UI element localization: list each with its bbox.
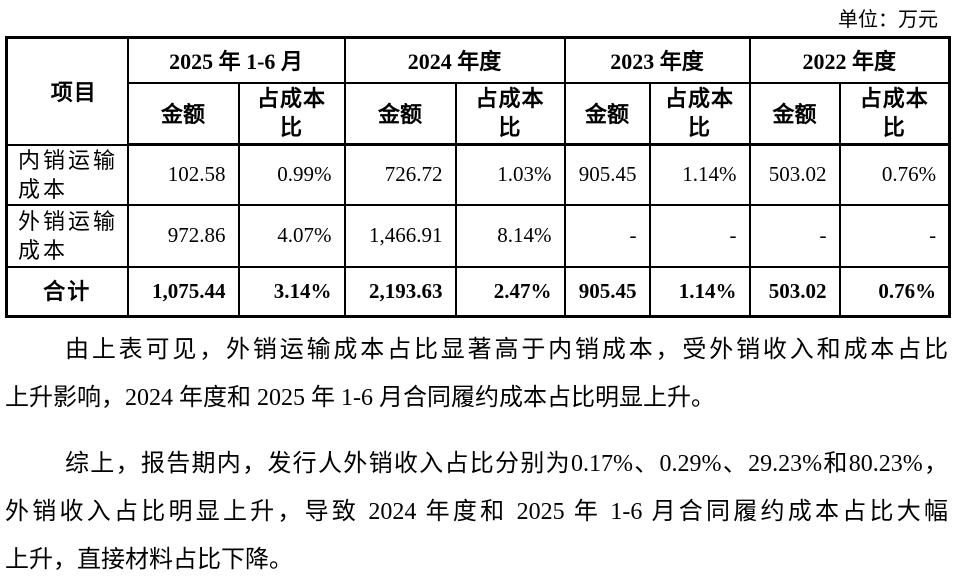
ratio-subheader-text: 占成本比 [859, 86, 929, 141]
ratio-subheader-2024: 占成本比 [454, 81, 566, 146]
paragraph-line: 由上表可见，外销运输成本占比显著高于内销成本，受外销收入和成本占比 [65, 337, 948, 363]
amount-cell: - [748, 203, 841, 268]
transport-cost-table: 项目 2025 年 1-6 月 2024 年度 2023 年度 2022 年度 … [5, 36, 952, 318]
ratio-cell: 0.76% [838, 143, 951, 206]
ratio-cell: 1.14% [648, 143, 751, 206]
row-domestic-transport-cost: 内销运输成本 102.58 0.99% 726.72 1.03% 905.45 … [5, 143, 951, 206]
ratio-cell: 0.99% [237, 143, 346, 206]
ratio-cell: 1.03% [454, 143, 566, 206]
period-header-2022: 2022 年度 [748, 36, 951, 84]
ratio-subheader-2023: 占成本比 [648, 81, 751, 146]
col-header-item: 项目 [5, 36, 129, 146]
row-export-transport-cost: 外销运输成本 972.86 4.07% 1,466.91 8.14% - - -… [5, 203, 951, 268]
amount-cell: 726.72 [343, 143, 457, 206]
subheader-row: 金额 占成本比 金额 占成本比 金额 占成本比 金额 占成本比 [7, 81, 951, 146]
period-header-2024: 2024 年度 [343, 36, 566, 84]
item-cell: 外销运输成本 [5, 203, 129, 268]
amount-subheader-2025h1: 金额 [126, 81, 240, 146]
amount-cell: 1,075.44 [126, 265, 240, 318]
ratio-subheader-2022: 占成本比 [838, 81, 951, 146]
paragraph-line: 上升影响，2024 年度和 2025 年 1-6 月合同履约成本占比明显上升。 [5, 385, 715, 411]
amount-subheader-2024: 金额 [343, 81, 457, 146]
ratio-cell: 4.07% [237, 203, 346, 268]
amount-cell: 972.86 [126, 203, 240, 268]
paragraph-line: 上升，直接材料占比下降。 [5, 547, 293, 573]
ratio-cell: - [648, 203, 751, 268]
row-total: 合计 1,075.44 3.14% 2,193.63 2.47% 905.45 … [5, 265, 951, 318]
total-label-cell: 合计 [5, 265, 129, 318]
amount-subheader-2023: 金额 [563, 81, 651, 146]
period-header-2023: 2023 年度 [563, 36, 751, 84]
amount-cell: 503.02 [748, 143, 841, 206]
ratio-subheader-2025h1: 占成本比 [237, 81, 346, 146]
amount-cell: 905.45 [563, 265, 651, 318]
item-cell: 内销运输成本 [5, 143, 129, 206]
amount-cell: - [563, 203, 651, 268]
paragraph-line: 综上，报告期内，发行人外销收入占比分别为0.17%、0.29%、29.23%和8… [65, 451, 948, 477]
amount-cell: 1,466.91 [343, 203, 457, 268]
analysis-paragraph-1: 由上表可见，外销运输成本占比显著高于内销成本，受外销收入和成本占比 上升影响，2… [5, 326, 948, 422]
amount-cell: 2,193.63 [343, 265, 457, 318]
ratio-subheader-text: 占成本比 [475, 86, 545, 141]
ratio-cell: 3.14% [237, 265, 346, 318]
ratio-cell: 2.47% [454, 265, 566, 318]
amount-cell: 905.45 [563, 143, 651, 206]
unit-label: 单位：万元 [838, 9, 938, 31]
ratio-cell: 0.76% [838, 265, 951, 318]
ratio-cell: 1.14% [648, 265, 751, 318]
period-header-row: 项目 2025 年 1-6 月 2024 年度 2023 年度 2022 年度 [5, 36, 951, 146]
amount-cell: 102.58 [126, 143, 240, 206]
ratio-cell: - [838, 203, 951, 268]
ratio-subheader-text: 占成本比 [665, 86, 735, 141]
amount-subheader-2022: 金额 [748, 81, 841, 146]
ratio-subheader-text: 占成本比 [256, 86, 326, 141]
ratio-cell: 8.14% [454, 203, 566, 268]
period-header-2025h1: 2025 年 1-6 月 [126, 36, 346, 84]
paragraph-line: 外销收入占比明显上升，导致 2024 年度和 2025 年 1-6 月合同履约成… [5, 499, 948, 525]
analysis-paragraph-2: 综上，报告期内，发行人外销收入占比分别为0.17%、0.29%、29.23%和8… [5, 440, 948, 584]
amount-cell: 503.02 [748, 265, 841, 318]
